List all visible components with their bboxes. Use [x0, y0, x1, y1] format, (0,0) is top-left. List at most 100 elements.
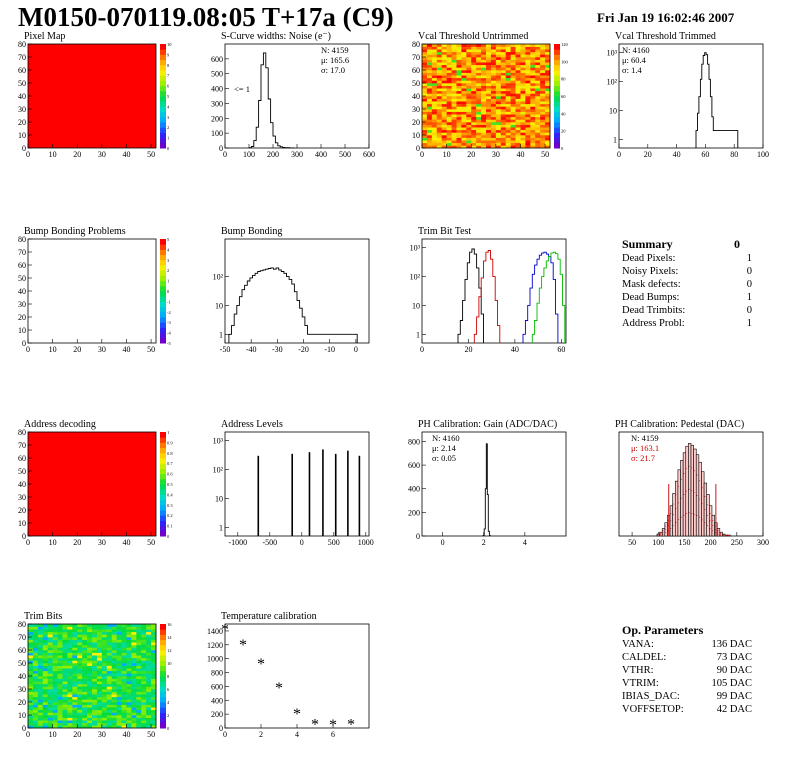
palette-bin [160, 244, 166, 250]
heatmap-cell [131, 725, 137, 729]
x-tick-label: 40 [673, 150, 681, 159]
heatmap-cell [106, 652, 112, 656]
heatmap-cell [62, 722, 68, 726]
heatmap-cell [96, 665, 103, 669]
heatmap-cell [525, 122, 531, 125]
heatmap-cell [96, 650, 103, 653]
heatmap-cell [96, 722, 103, 726]
palette-bin [554, 59, 560, 66]
heatmap-cell [72, 696, 78, 700]
heatmap-cell [67, 647, 73, 651]
heatmap-cell [451, 132, 457, 136]
x-tick-label: 0 [617, 150, 621, 159]
heatmap-cell [146, 707, 152, 711]
heatmap-cell [67, 639, 73, 643]
heatmap-cell [535, 85, 541, 89]
heatmap-cell [500, 106, 506, 110]
palette-bin [160, 499, 166, 506]
heatmap-cell [72, 717, 78, 721]
heatmap-cell [96, 676, 103, 679]
heatmap-cell [510, 111, 516, 115]
heatmap-cell [37, 676, 44, 679]
heatmap-cell [146, 717, 152, 721]
heatmap-cell [481, 103, 487, 107]
heatmap-cell [490, 51, 497, 55]
stats-line: σ: 1.4 [622, 65, 642, 75]
heatmap-cell [481, 85, 487, 89]
heatmap-cell [525, 80, 531, 84]
heatmap-cell [515, 127, 521, 131]
chart-title: Bump Bonding [221, 226, 282, 237]
heatmap-cell [32, 629, 39, 633]
heatmap-cell [426, 75, 433, 79]
heatmap-cell [446, 64, 452, 68]
heatmap-cell [476, 127, 482, 131]
heatmap-cell [431, 51, 438, 55]
heatmap-cell [151, 670, 157, 674]
heatmap-cell [510, 109, 516, 112]
heatmap-cell [446, 106, 452, 110]
heatmap-cell [500, 72, 506, 76]
heatmap-cell [42, 644, 48, 648]
heatmap-cell [520, 98, 526, 102]
heatmap-cell [62, 642, 68, 646]
heatmap-cell [121, 639, 127, 643]
heatmap-cell [481, 98, 487, 102]
heatmap-cell [126, 707, 132, 711]
palette-bin [160, 111, 166, 118]
heatmap-cell [486, 57, 492, 60]
heatmap-cell [57, 704, 63, 708]
param-value: 136 DAC [711, 639, 752, 650]
heatmap-cell [446, 137, 452, 141]
heatmap-cell [146, 678, 152, 682]
heatmap-cell [495, 70, 502, 73]
heatmap-cell [77, 639, 83, 643]
heatmap-cell [96, 704, 103, 708]
heatmap-cell [37, 691, 44, 695]
heatmap-cell [116, 663, 122, 666]
heatmap-cell [116, 709, 122, 713]
heatmap-cell [47, 722, 53, 726]
heatmap-cell [426, 90, 433, 94]
heatmap-cell [530, 57, 536, 60]
heatmap-cell [141, 657, 147, 661]
heatmap-cell [106, 657, 112, 661]
heatmap-cell [92, 668, 98, 672]
heatmap-cell [87, 624, 93, 627]
heatmap-cell [441, 70, 447, 73]
heatmap-cell [545, 54, 551, 58]
heatmap-cell [520, 57, 526, 60]
heatmap-cell [476, 72, 482, 76]
param-value: 42 DAC [716, 704, 752, 715]
heatmap-cell [510, 116, 516, 120]
heatmap-cell [126, 691, 132, 695]
chart-scurve: S-Curve widths: Noise (e⁻)0 100 200 300 400 5… [211, 31, 375, 159]
palette-bin [554, 96, 560, 102]
heatmap-cell [106, 691, 112, 695]
palette-label: 100 [561, 59, 569, 64]
heatmap-cell [42, 650, 48, 653]
heatmap-cell [466, 62, 472, 66]
heatmap-cell [545, 129, 551, 133]
heatmap-cell [42, 629, 48, 633]
heatmap-cell [490, 44, 497, 47]
heatmap-cell [77, 626, 83, 630]
heatmap-cell [32, 660, 39, 664]
palette-bin [160, 75, 166, 81]
heatmap-cell [545, 85, 551, 89]
heatmap-cell [422, 101, 428, 105]
x-tick-label: 30 [98, 150, 106, 159]
heatmap-cell [77, 683, 83, 687]
heatmap-cell [151, 642, 157, 646]
heatmap-cell [146, 681, 152, 685]
heatmap-cell [77, 715, 83, 718]
heatmap-cell [456, 116, 462, 120]
heatmap-cell [141, 704, 147, 708]
heatmap-cell [422, 109, 428, 112]
heatmap-cell [540, 116, 546, 120]
x-tick-label: 500 [339, 150, 351, 159]
heatmap-cell [426, 101, 433, 105]
heatmap-cell [426, 64, 433, 68]
plot-frame [27, 238, 157, 344]
heatmap-cell [451, 44, 457, 47]
